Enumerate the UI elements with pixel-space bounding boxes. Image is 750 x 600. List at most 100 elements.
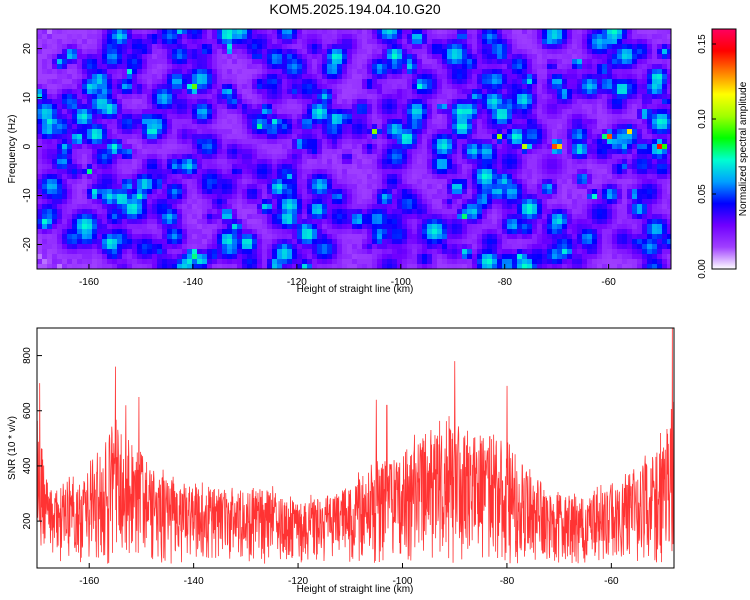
heatmap-cell (567, 199, 573, 205)
heatmap-cell (362, 129, 368, 135)
heatmap-cell (217, 189, 223, 195)
heatmap-cell (262, 189, 268, 195)
heatmap-cell (177, 79, 183, 85)
heatmap-cell (607, 219, 613, 225)
heatmap-cell (127, 104, 133, 110)
heatmap-cell (472, 199, 478, 205)
heatmap-cell (587, 149, 593, 155)
heatmap-cell (202, 89, 208, 95)
heatmap-cell (282, 49, 288, 55)
heatmap-cell (537, 144, 543, 150)
heatmap-cell (482, 184, 488, 190)
heatmap-cell (387, 59, 393, 65)
heatmap-cell (412, 64, 418, 70)
heatmap-cell (397, 89, 403, 95)
heatmap-cell (512, 129, 518, 135)
heatmap-cell (382, 109, 388, 115)
heatmap-cell (242, 139, 248, 145)
heatmap-cell (212, 94, 218, 100)
heatmap-cell (257, 149, 263, 155)
heatmap-cell (212, 189, 218, 195)
heatmap-cell (137, 149, 143, 155)
heatmap-cell (232, 194, 238, 200)
heatmap-cell (382, 94, 388, 100)
heatmap-cell (102, 109, 108, 115)
heatmap-cell (612, 74, 618, 80)
heatmap-cell (647, 59, 653, 65)
heatmap-cell (417, 94, 423, 100)
heatmap-cell (622, 164, 628, 170)
heatmap-cell (152, 54, 158, 60)
heatmap-cell (452, 164, 458, 170)
heatmap-cell (507, 99, 513, 105)
heatmap-cell (607, 144, 613, 150)
heatmap-cell (397, 74, 403, 80)
heatmap-cell (167, 144, 173, 150)
heatmap-cell (187, 169, 193, 175)
heatmap-cell (477, 144, 483, 150)
heatmap-cell (272, 214, 278, 220)
heatmap-cell (272, 219, 278, 225)
heatmap-cell (112, 29, 118, 35)
heatmap-cell (372, 94, 378, 100)
heatmap-cell (342, 139, 348, 145)
heatmap-cell (412, 174, 418, 180)
heatmap-cell (322, 164, 328, 170)
heatmap-cell (612, 94, 618, 100)
heatmap-cell (187, 204, 193, 210)
heatmap-cell (512, 189, 518, 195)
heatmap-cell (152, 174, 158, 180)
heatmap-cell (277, 59, 283, 65)
heatmap-cell (547, 149, 553, 155)
heatmap-cell (152, 144, 158, 150)
heatmap-cell (397, 194, 403, 200)
heatmap-cell (297, 204, 303, 210)
heatmap-cell (132, 104, 138, 110)
heatmap-cell (592, 144, 598, 150)
heatmap-cell (122, 74, 128, 80)
heatmap-cell (647, 89, 653, 95)
heatmap-cell (557, 49, 563, 55)
heatmap-cell (657, 44, 663, 50)
heatmap-cell (262, 79, 268, 85)
heatmap-cell (557, 129, 563, 135)
heatmap-cell (62, 99, 68, 105)
heatmap-cell (482, 154, 488, 160)
heatmap-cell (387, 194, 393, 200)
heatmap-cell (262, 154, 268, 160)
heatmap-cell (507, 199, 513, 205)
heatmap-cell (222, 199, 228, 205)
heatmap-cell (452, 34, 458, 40)
heatmap-cell (442, 39, 448, 45)
heatmap-cell (232, 154, 238, 160)
heatmap-cell (587, 79, 593, 85)
heatmap-cell (87, 39, 93, 45)
heatmap-cell (567, 169, 573, 175)
heatmap-cell (342, 174, 348, 180)
heatmap-cell (312, 204, 318, 210)
heatmap-cell (387, 44, 393, 50)
heatmap-cell (462, 199, 468, 205)
heatmap-cell (497, 79, 503, 85)
heatmap-cell (522, 164, 528, 170)
heatmap-cell (542, 89, 548, 95)
heatmap-cell (217, 104, 223, 110)
heatmap-cell (482, 124, 488, 130)
heatmap-cell (112, 54, 118, 60)
heatmap-cell (657, 164, 663, 170)
heatmap-cell (442, 114, 448, 120)
heatmap-cell (667, 119, 671, 125)
heatmap-cell (562, 44, 568, 50)
heatmap-cell (117, 194, 123, 200)
heatmap-cell (642, 214, 648, 220)
heatmap-cell (227, 209, 233, 215)
heatmap-cell (512, 159, 518, 165)
heatmap-cell (302, 44, 308, 50)
heatmap-cell (287, 44, 293, 50)
heatmap-cell (42, 84, 48, 90)
heatmap-cell (322, 139, 328, 145)
heatmap-cell (497, 184, 503, 190)
heatmap-cell (52, 64, 58, 70)
heatmap-cell (187, 224, 193, 230)
heatmap-cell (452, 49, 458, 55)
